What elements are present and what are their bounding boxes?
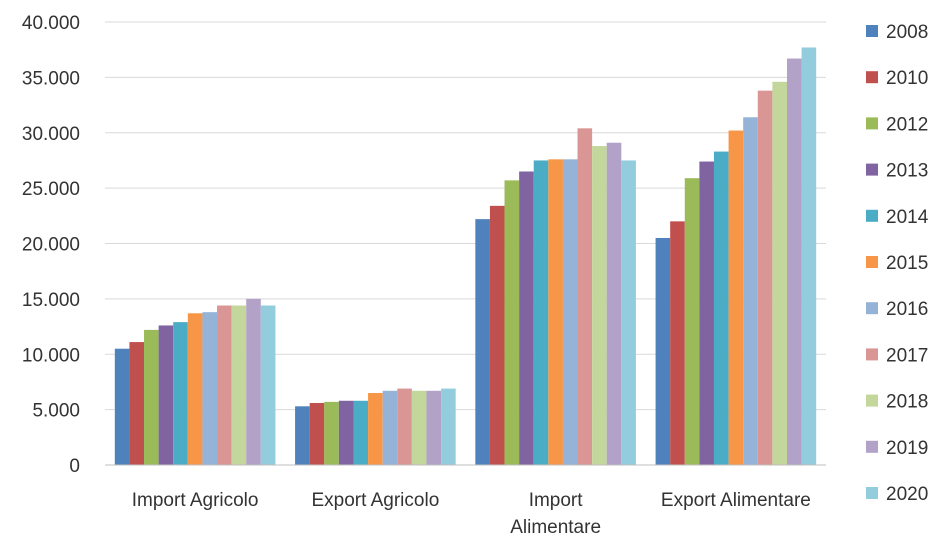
bar-2016-0	[202, 312, 218, 465]
legend-label: 2017	[886, 345, 928, 366]
legend-item-2020: 2020	[866, 484, 928, 505]
bar-2014-3	[713, 151, 729, 465]
legend-item-2018: 2018	[866, 392, 928, 413]
bar-2013-1	[338, 400, 354, 465]
legend-item-2013: 2013	[866, 161, 928, 182]
bar-2018-1	[411, 390, 427, 465]
bar-2018-2	[592, 146, 607, 466]
bar-2015-3	[728, 130, 744, 465]
bar-2020-1	[441, 388, 456, 465]
legend-swatch	[866, 440, 878, 453]
legend-item-2008: 2008	[866, 22, 928, 43]
legend-label: 2020	[886, 484, 928, 505]
bar-2016-2	[562, 159, 578, 465]
legend: 2008 2010 2012 2013 2014 2015 2016 2017 2018 2019…	[866, 22, 929, 505]
x-category-label: Export Alimentare	[661, 490, 811, 511]
y-tick-label: 15.000	[22, 290, 80, 311]
legend-swatch	[866, 256, 878, 268]
bar-2017-2	[577, 128, 593, 465]
legend-swatch	[866, 209, 878, 222]
legend-item-2012: 2012	[866, 114, 928, 135]
bar-2017-3	[757, 90, 773, 465]
legend-item-2015: 2015	[866, 253, 928, 274]
legend-label: 2015	[886, 253, 928, 274]
bars	[114, 47, 817, 466]
bar-2013-3	[699, 161, 714, 466]
bar-2014-0	[173, 322, 188, 465]
x-category-label: Export Agricolo	[311, 490, 439, 511]
legend-label: 2016	[886, 299, 928, 320]
bar-2010-3	[670, 221, 685, 465]
legend-swatch	[866, 117, 878, 130]
legend-label: 2008	[886, 22, 928, 43]
y-axis-ticks: 0 5.000 10.000 15.000 20.000 25.000 30.000 35.0…	[22, 13, 80, 477]
legend-item-2010: 2010	[866, 68, 928, 89]
legend-swatch	[866, 25, 878, 37]
bar-2012-0	[144, 329, 159, 465]
bar-2019-3	[786, 58, 802, 466]
bar-2008-0	[114, 348, 130, 465]
bar-2019-0	[246, 298, 261, 465]
legend-label: 2019	[886, 438, 928, 459]
bar-2008-2	[475, 219, 490, 465]
bar-2016-3	[743, 117, 758, 466]
y-tick-label: 25.000	[22, 179, 80, 200]
bar-2015-1	[368, 393, 383, 465]
bar-2015-0	[187, 313, 203, 465]
bar-2012-2	[504, 180, 520, 465]
legend-swatch	[866, 163, 878, 176]
bar-2014-2	[533, 160, 549, 465]
bar-2012-3	[684, 178, 700, 465]
bar-2010-1	[309, 402, 325, 465]
bar-2019-2	[606, 142, 622, 465]
legend-swatch	[866, 348, 878, 361]
legend-swatch	[866, 71, 878, 84]
legend-label: 2018	[886, 392, 928, 413]
bar-2015-2	[548, 159, 563, 465]
bar-2017-0	[217, 305, 232, 465]
bar-2017-1	[397, 388, 412, 465]
bar-2018-0	[231, 305, 247, 465]
y-tick-label: 0	[69, 456, 80, 477]
legend-item-2017: 2017	[866, 345, 928, 366]
bar-2020-2	[621, 160, 636, 465]
x-category-label: Import Alimentare	[510, 490, 601, 538]
legend-item-2019: 2019	[866, 438, 928, 459]
y-tick-label: 30.000	[22, 124, 80, 145]
bar-2010-0	[129, 342, 145, 465]
bar-2012-1	[324, 401, 339, 465]
bar-2008-3	[655, 237, 671, 465]
legend-item-2016: 2016	[866, 299, 928, 320]
bar-2013-2	[519, 171, 534, 465]
y-tick-label: 5.000	[32, 401, 80, 422]
bar-2008-1	[295, 406, 310, 465]
bar-2018-3	[772, 81, 787, 466]
bar-2010-2	[489, 205, 505, 465]
bar-2013-0	[158, 325, 174, 465]
y-tick-label: 20.000	[22, 235, 80, 256]
bar-2020-3	[801, 47, 817, 465]
legend-swatch	[866, 487, 878, 499]
legend-label: 2010	[886, 68, 928, 89]
x-axis-categories: Import Agricolo Export Agricolo Import Alim…	[132, 490, 811, 538]
legend-swatch	[866, 302, 878, 315]
legend-swatch	[866, 394, 878, 407]
legend-label: 2012	[886, 114, 928, 135]
legend-label: 2014	[886, 207, 929, 228]
y-tick-label: 40.000	[22, 13, 80, 34]
legend-item-2014: 2014	[866, 207, 929, 228]
bar-2016-1	[382, 390, 398, 465]
x-category-label: Import Agricolo	[132, 490, 259, 511]
bar-2019-1	[426, 390, 442, 465]
bar-2020-0	[260, 305, 276, 465]
legend-label: 2013	[886, 161, 928, 182]
y-tick-label: 35.000	[22, 68, 80, 89]
bar-2014-1	[353, 400, 369, 465]
y-tick-label: 10.000	[22, 345, 80, 366]
